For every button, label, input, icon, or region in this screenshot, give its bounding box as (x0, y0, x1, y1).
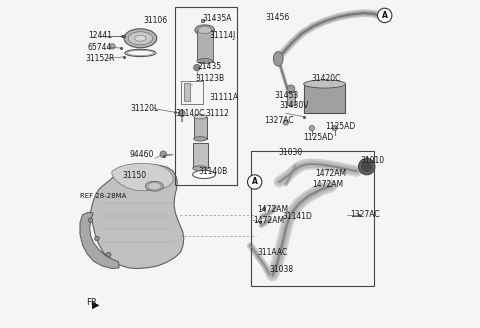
Text: 31453: 31453 (274, 91, 299, 100)
Text: 311AAC: 311AAC (257, 248, 287, 257)
Circle shape (160, 151, 167, 157)
Polygon shape (80, 212, 119, 269)
Ellipse shape (192, 170, 216, 178)
Text: 1472AM: 1472AM (257, 205, 288, 214)
Ellipse shape (197, 58, 213, 64)
Ellipse shape (128, 32, 153, 45)
Text: 1125AD: 1125AD (325, 122, 355, 131)
Bar (184, 83, 191, 101)
Ellipse shape (304, 80, 346, 88)
Ellipse shape (273, 51, 283, 66)
Text: 31140B: 31140B (198, 167, 228, 176)
Text: REF 28-28MA: REF 28-28MA (80, 193, 126, 199)
Circle shape (309, 125, 314, 131)
Ellipse shape (193, 136, 207, 141)
Ellipse shape (135, 35, 146, 41)
Circle shape (359, 158, 375, 175)
Text: 31420C: 31420C (311, 74, 341, 83)
Text: ▶: ▶ (92, 299, 100, 309)
Circle shape (248, 175, 262, 189)
Text: 31010: 31010 (361, 156, 385, 165)
Bar (175, 7, 237, 185)
Ellipse shape (195, 25, 215, 35)
Text: 65744: 65744 (88, 43, 112, 51)
Circle shape (377, 8, 392, 23)
Circle shape (287, 85, 295, 93)
Circle shape (179, 110, 185, 117)
Text: 12441: 12441 (88, 31, 112, 40)
Ellipse shape (124, 29, 156, 48)
Bar (197, 30, 213, 61)
Text: 31152R: 31152R (86, 54, 115, 63)
Text: 31114J: 31114J (209, 31, 235, 40)
Text: 1472AM: 1472AM (253, 216, 284, 225)
Circle shape (88, 218, 93, 222)
Ellipse shape (145, 181, 163, 191)
Circle shape (110, 44, 115, 49)
Circle shape (95, 236, 99, 241)
Text: 1327AC: 1327AC (264, 116, 293, 125)
Text: 31123B: 31123B (195, 73, 224, 83)
Text: 31435A: 31435A (203, 14, 232, 23)
Circle shape (361, 161, 372, 173)
Text: 94460: 94460 (130, 150, 154, 159)
Ellipse shape (193, 114, 207, 119)
Text: FR.: FR. (86, 298, 100, 307)
Text: 31112: 31112 (206, 109, 229, 118)
Text: 21435: 21435 (198, 62, 222, 71)
Bar (288, 92, 295, 105)
Circle shape (283, 120, 288, 125)
Text: A: A (252, 177, 258, 186)
Text: 31140C: 31140C (175, 109, 204, 118)
Text: 1472AM: 1472AM (312, 180, 343, 189)
Text: 1327AC: 1327AC (350, 210, 380, 219)
Circle shape (193, 64, 200, 71)
Text: 31030: 31030 (278, 148, 303, 157)
Text: 31456: 31456 (265, 12, 290, 22)
Ellipse shape (198, 27, 212, 34)
Text: 31038: 31038 (269, 265, 293, 274)
Text: 31106: 31106 (144, 16, 168, 25)
Bar (252, 151, 374, 286)
Text: 31111A: 31111A (209, 92, 238, 102)
Bar (201, 19, 204, 22)
Bar (192, 143, 208, 168)
Text: 1125AD: 1125AD (304, 133, 334, 142)
Polygon shape (112, 163, 173, 191)
Text: 31150: 31150 (122, 171, 146, 180)
Text: 1472AM: 1472AM (315, 169, 346, 178)
Bar (304, 84, 346, 113)
Text: 31430V: 31430V (280, 101, 309, 110)
Text: 31120L: 31120L (131, 104, 159, 113)
Bar (181, 81, 204, 104)
Text: 31141D: 31141D (282, 212, 312, 221)
Circle shape (332, 125, 337, 131)
Text: A: A (382, 11, 388, 20)
Bar (193, 117, 207, 139)
Circle shape (107, 253, 111, 257)
Ellipse shape (148, 183, 161, 190)
Polygon shape (90, 165, 184, 269)
Ellipse shape (192, 166, 208, 171)
